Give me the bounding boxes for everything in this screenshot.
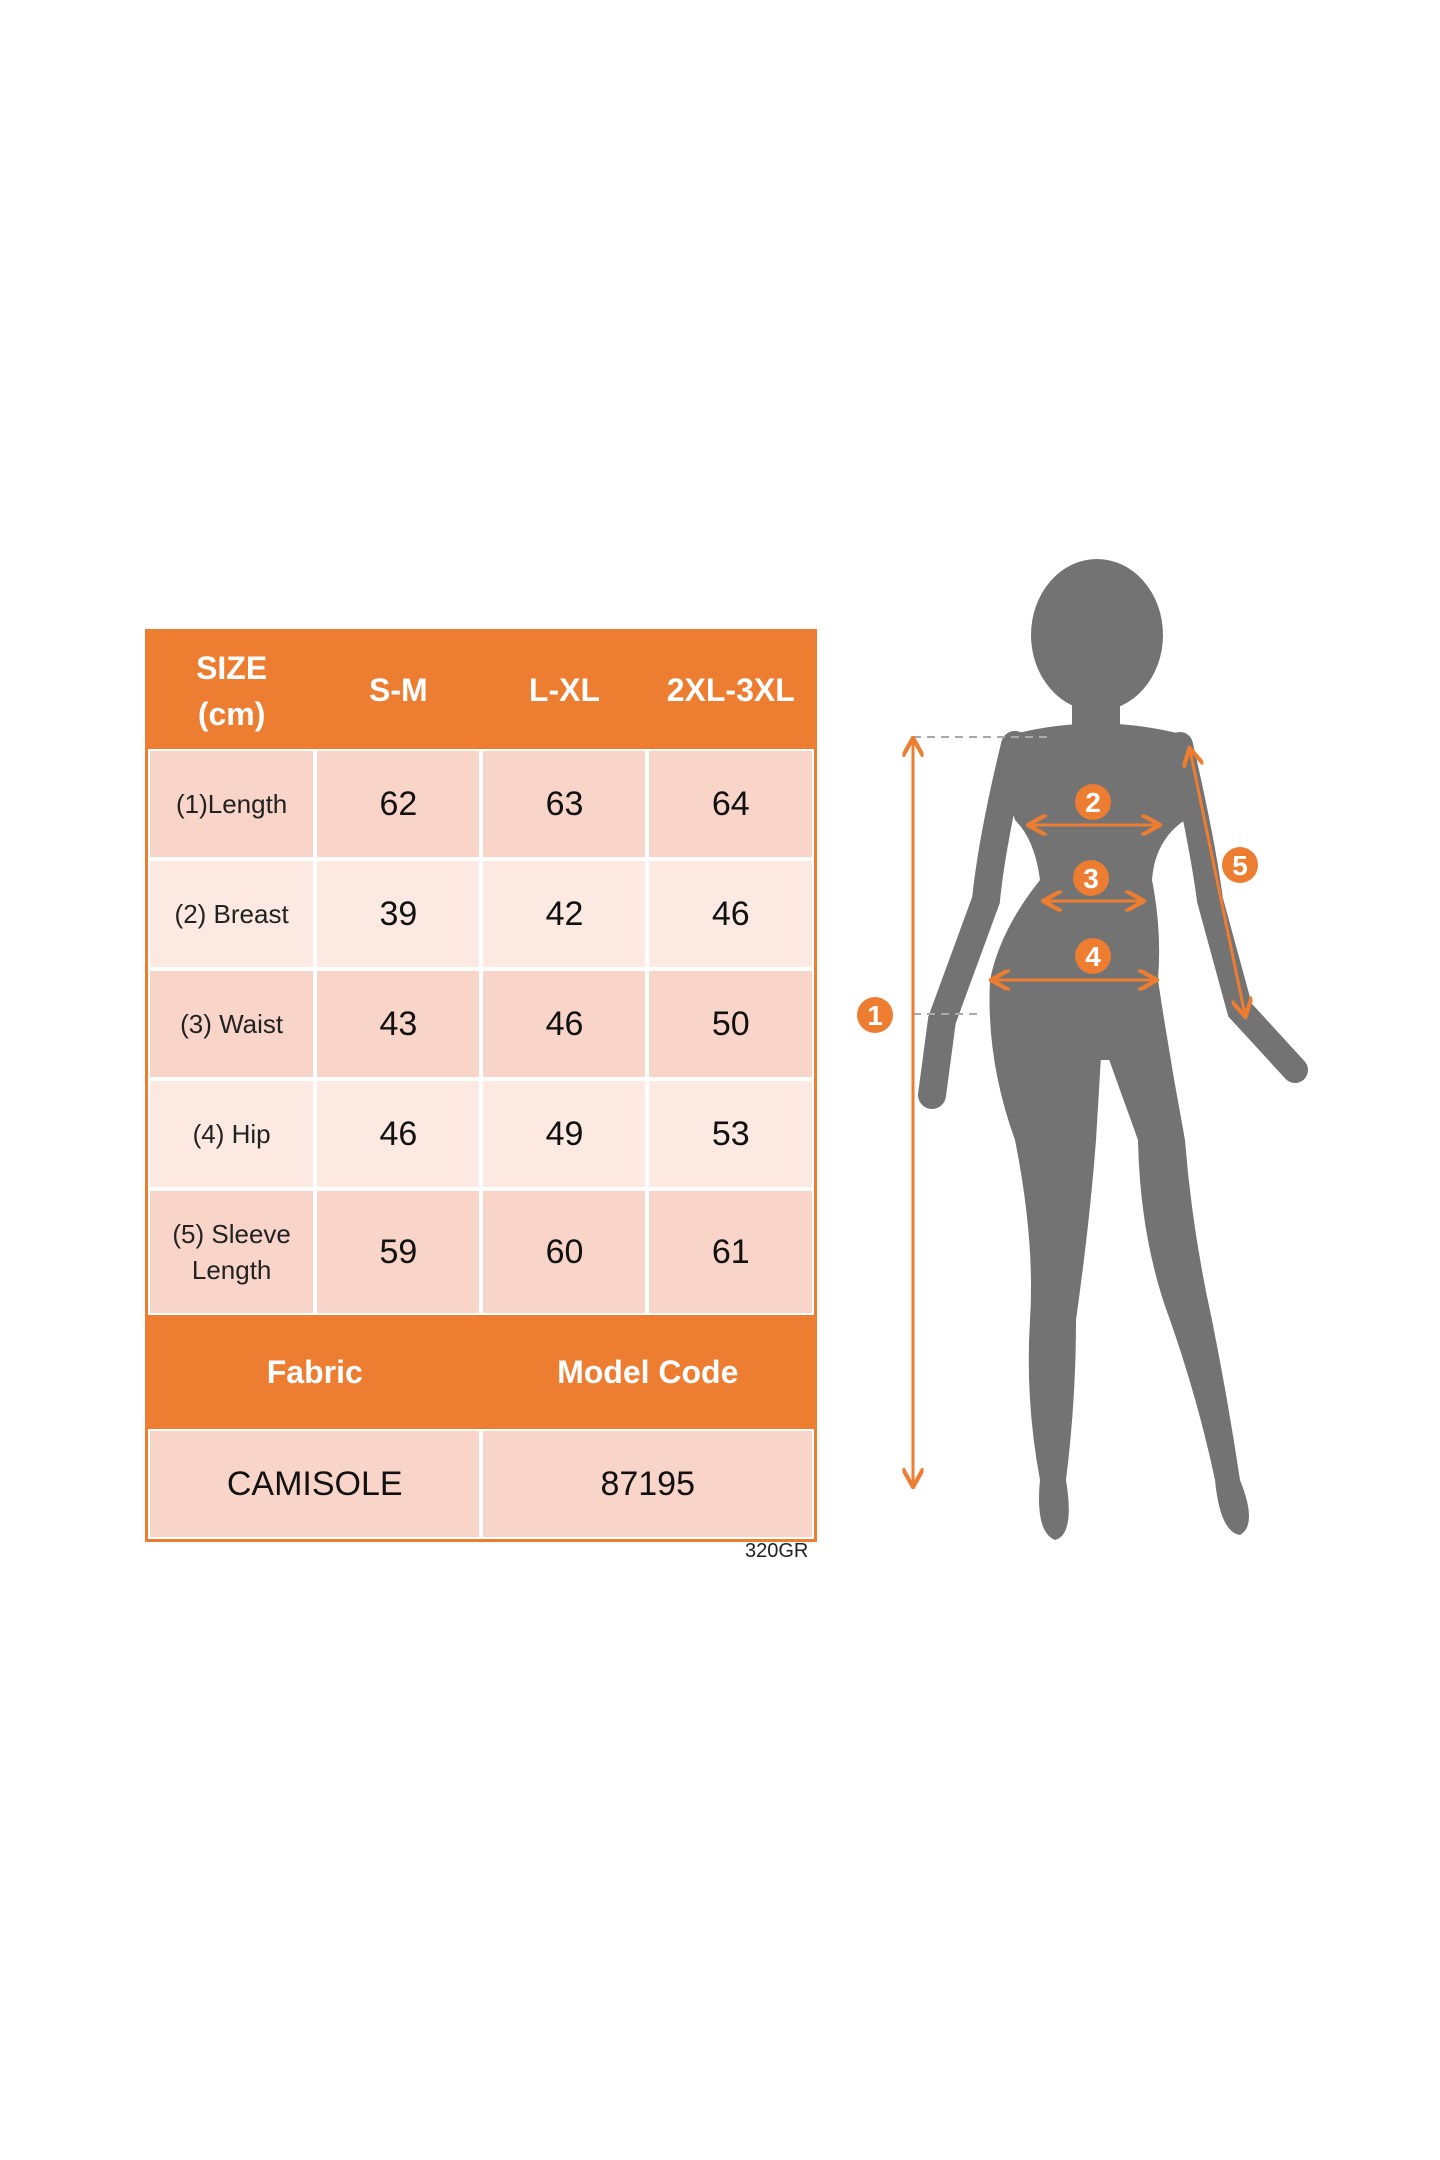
- svg-text:1: 1: [867, 1000, 883, 1031]
- cell-value: 64: [647, 749, 814, 859]
- table-row: (1)Length 62 63 64: [148, 749, 814, 859]
- fabric-value: CAMISOLE: [148, 1429, 482, 1539]
- cell-value: 62: [315, 749, 482, 859]
- marker-3: 3: [1073, 860, 1109, 896]
- row-label: (4) Hip: [148, 1079, 316, 1189]
- model-code-value: 87195: [481, 1429, 814, 1539]
- row-label: (3) Waist: [148, 969, 316, 1079]
- marker-5: 5: [1222, 847, 1258, 883]
- cell-value: 63: [481, 749, 648, 859]
- fabric-value-row: CAMISOLE 87195: [148, 1429, 814, 1539]
- svg-text:5: 5: [1232, 850, 1248, 881]
- fabric-header: Fabric: [148, 1315, 482, 1429]
- weight-note: 320GR: [745, 1540, 809, 1562]
- cell-value: 46: [481, 969, 648, 1079]
- row-label: (1)Length: [148, 749, 316, 859]
- size-header: SIZE (cm): [148, 632, 316, 749]
- size-col-header: S-M: [315, 632, 482, 749]
- cell-value: 42: [481, 859, 648, 969]
- measurement-guides: [913, 737, 1245, 1485]
- woman-silhouette: [918, 559, 1308, 1540]
- size-col-header: L-XL: [481, 632, 648, 749]
- table-row: (3) Waist 43 46 50: [148, 969, 814, 1079]
- row-label: (5) Sleeve Length: [148, 1189, 316, 1315]
- table-row: (5) Sleeve Length 59 60 61: [148, 1189, 814, 1315]
- size-col-header: 2XL-3XL: [647, 632, 814, 749]
- svg-text:2: 2: [1085, 787, 1101, 818]
- cell-value: 39: [315, 859, 482, 969]
- table-row: (4) Hip 46 49 53: [148, 1079, 814, 1189]
- cell-value: 43: [315, 969, 482, 1079]
- model-code-header: Model Code: [481, 1315, 814, 1429]
- body-measurement-figure: 1 2 3 4 5: [857, 559, 1308, 1540]
- size-chart-table: SIZE (cm) S-M L-XL 2XL-3XL (1)Length 62 6…: [145, 629, 817, 1542]
- row-label-line: Length: [191, 1255, 272, 1285]
- cell-value: 61: [647, 1189, 814, 1315]
- svg-text:3: 3: [1083, 863, 1099, 894]
- row-label: (2) Breast: [148, 859, 316, 969]
- marker-4: 4: [1075, 938, 1111, 974]
- table-header-row: SIZE (cm) S-M L-XL 2XL-3XL: [148, 632, 814, 749]
- size-label: SIZE: [196, 649, 268, 686]
- cell-value: 60: [481, 1189, 648, 1315]
- cell-value: 53: [647, 1079, 814, 1189]
- unit-label: (cm): [197, 695, 266, 732]
- marker-1: 1: [857, 997, 893, 1033]
- cell-value: 50: [647, 969, 814, 1079]
- sleeve-arrow: [1190, 750, 1245, 1015]
- row-label-line: (5) Sleeve: [172, 1219, 291, 1249]
- cell-value: 59: [315, 1189, 482, 1315]
- marker-2: 2: [1075, 784, 1111, 820]
- table-row: (2) Breast 39 42 46: [148, 859, 814, 969]
- cell-value: 46: [647, 859, 814, 969]
- cell-value: 49: [481, 1079, 648, 1189]
- fabric-header-row: Fabric Model Code: [148, 1315, 814, 1429]
- cell-value: 46: [315, 1079, 482, 1189]
- svg-text:4: 4: [1085, 941, 1101, 972]
